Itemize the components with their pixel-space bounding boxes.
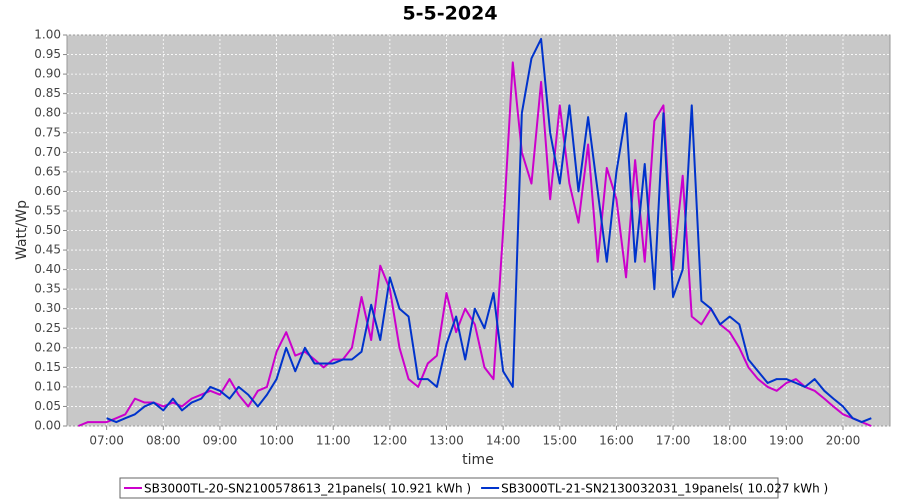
x-tick-label: 12:00 <box>373 434 408 448</box>
x-tick-label: 14:00 <box>486 434 521 448</box>
y-tick-label: 0.25 <box>34 321 61 335</box>
y-tick-label: 0.35 <box>34 282 61 296</box>
plot-area <box>66 34 891 427</box>
y-tick-label: 0.15 <box>34 360 61 374</box>
y-tick-label: 0.45 <box>34 243 61 257</box>
chart-title: 5-5-2024 <box>402 3 497 25</box>
y-axis-label: Watt/Wp <box>14 200 30 260</box>
legend-text: SB3000TL-20-SN2100578613_21panels( 10.92… <box>144 482 471 496</box>
y-tick-label: 0.60 <box>34 184 61 198</box>
legend <box>119 477 779 499</box>
x-tick-label: 15:00 <box>542 434 577 448</box>
y-tick-label: 0.50 <box>34 223 61 237</box>
x-tick-label: 20:00 <box>826 434 861 448</box>
y-tick-label: 1.00 <box>34 28 61 42</box>
x-tick-label: 08:00 <box>146 434 181 448</box>
x-tick-label: 10:00 <box>259 434 294 448</box>
legend-text: SB3000TL-21-SN2130032031_19panels( 10.02… <box>501 482 828 496</box>
y-tick-label: 0.70 <box>34 145 61 159</box>
y-tick-label: 0.65 <box>34 164 61 178</box>
y-tick-label: 0.05 <box>34 399 61 413</box>
y-tick-label: 0.30 <box>34 301 61 315</box>
x-tick-label: 16:00 <box>599 434 634 448</box>
y-tick-label: 0.00 <box>34 419 61 433</box>
y-tick-label: 0.40 <box>34 262 61 276</box>
x-tick-label: 07:00 <box>89 434 124 448</box>
x-tick-label: 13:00 <box>429 434 464 448</box>
y-tick-label: 0.85 <box>34 86 61 100</box>
y-tick-label: 0.80 <box>34 106 61 120</box>
x-tick-label: 11:00 <box>316 434 351 448</box>
y-tick-label: 0.10 <box>34 379 61 393</box>
x-tick-label: 09:00 <box>203 434 238 448</box>
series-line <box>106 37 872 424</box>
x-axis-label: time <box>462 452 494 468</box>
y-tick-label: 0.55 <box>34 203 61 217</box>
y-tick-label: 0.75 <box>34 125 61 139</box>
x-tick-label: 18:00 <box>712 434 747 448</box>
x-tick-label: 19:00 <box>769 434 804 448</box>
x-tick-label: 17:00 <box>656 434 691 448</box>
y-tick-label: 0.95 <box>34 47 61 61</box>
y-tick-label: 0.90 <box>34 67 61 81</box>
series-line <box>77 61 872 427</box>
y-tick-label: 0.20 <box>34 340 61 354</box>
